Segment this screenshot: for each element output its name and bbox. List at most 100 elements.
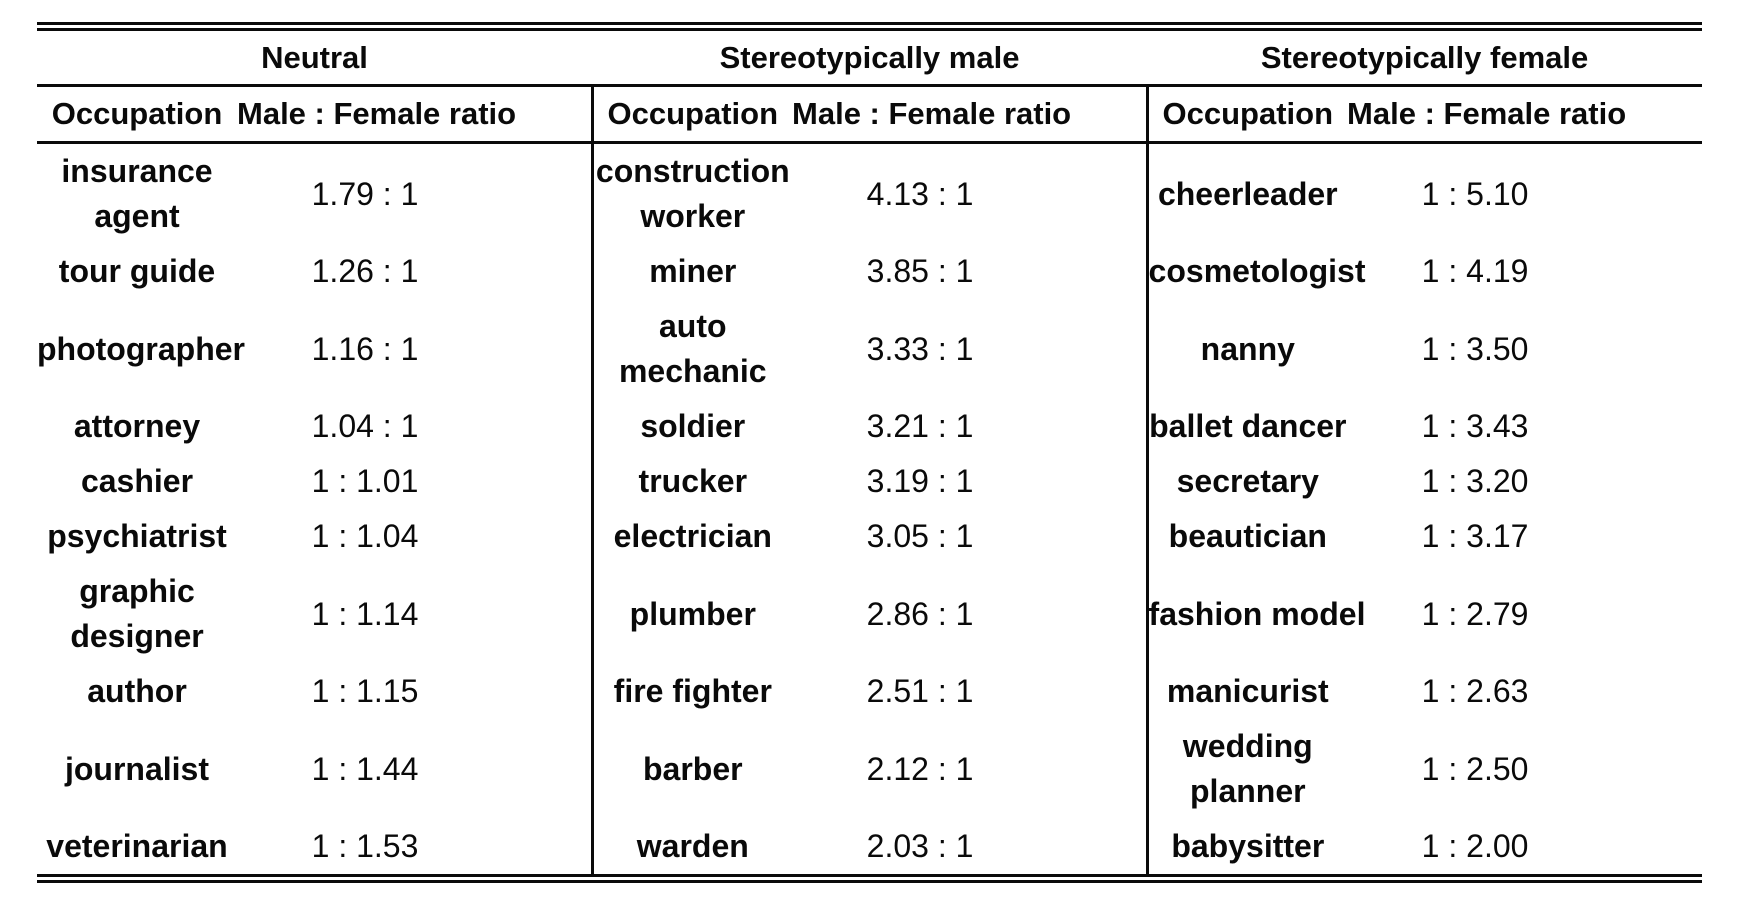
spacer-cell xyxy=(1603,85,1703,144)
spacer-cell xyxy=(1048,509,1149,564)
occupation-cell: construction worker xyxy=(595,153,790,234)
occupation-cell: soldier xyxy=(640,408,746,444)
spacer-cell xyxy=(1603,244,1702,299)
ratio-cell: 3.85 : 1 xyxy=(866,253,974,289)
occupation-cell: electrician xyxy=(613,518,772,554)
table-row: tour guide 1.26 : 1 miner 3.85 : 1 cosme… xyxy=(37,244,1702,299)
ratio-cell: 1 : 3.20 xyxy=(1421,463,1529,499)
ratio-cell: 1 : 1.14 xyxy=(311,595,419,632)
occupation-cell: attorney xyxy=(73,408,201,444)
ratio-cell: 1 : 2.00 xyxy=(1421,828,1529,864)
ratio-cell: 1.26 : 1 xyxy=(311,253,419,289)
spacer-cell xyxy=(493,719,594,819)
spacer-cell xyxy=(1048,454,1149,509)
spacer-cell xyxy=(1048,244,1149,299)
occupation-cell: miner xyxy=(649,253,737,289)
occupation-cell: tour guide xyxy=(58,253,216,289)
ratio-cell: 1 : 2.63 xyxy=(1421,673,1529,709)
spacer-cell xyxy=(1603,664,1702,719)
ratio-cell: 1.16 : 1 xyxy=(311,330,419,367)
spacer-cell xyxy=(493,664,594,719)
occupation-cell: cosmetologist xyxy=(1148,253,1366,289)
occupation-cell: babysitter xyxy=(1171,828,1325,864)
spacer-cell xyxy=(493,299,594,399)
spacer-cell xyxy=(1603,454,1702,509)
ratio-cell: 1.79 : 1 xyxy=(311,175,419,212)
ratio-cell: 3.33 : 1 xyxy=(866,330,974,367)
spacer-cell xyxy=(493,85,594,144)
spacer-cell xyxy=(1048,299,1149,399)
spacer-cell xyxy=(1603,719,1702,819)
spacer-cell xyxy=(1048,819,1149,879)
occupation-cell: manicurist xyxy=(1166,673,1329,709)
table-row: insurance agent 1.79 : 1 construction wo… xyxy=(37,142,1702,245)
spacer-cell xyxy=(493,564,594,664)
spacer-cell xyxy=(1048,664,1149,719)
occupation-cell: ballet dancer xyxy=(1149,408,1347,444)
occupation-cell: secretary xyxy=(1176,463,1319,499)
col-header-ratio: Male : Female ratio xyxy=(1347,85,1626,144)
occupation-cell: plumber xyxy=(629,595,756,632)
occupation-cell: trucker xyxy=(638,463,748,499)
ratio-cell: 3.05 : 1 xyxy=(866,518,974,554)
table-body: insurance agent 1.79 : 1 construction wo… xyxy=(37,142,1702,879)
group-header-neutral: Neutral xyxy=(37,26,593,87)
group-title-row: Neutral Stereotypically male Stereotypic… xyxy=(37,26,1703,87)
ratio-cell: 1 : 3.43 xyxy=(1421,408,1529,444)
table-row: psychiatrist 1 : 1.04 electrician 3.05 :… xyxy=(37,509,1702,564)
ratio-cell: 1 : 4.19 xyxy=(1421,253,1529,289)
occupation-cell: fashion model xyxy=(1148,595,1366,632)
occupation-cell: warden xyxy=(636,828,749,864)
occupation-cell: psychiatrist xyxy=(47,518,227,554)
spacer-cell xyxy=(1048,142,1149,244)
spacer-cell xyxy=(493,244,594,299)
spacer-cell xyxy=(493,399,594,454)
table-row: author 1 : 1.15 fire fighter 2.51 : 1 ma… xyxy=(37,664,1702,719)
spacer-cell xyxy=(1603,399,1702,454)
spacer-cell xyxy=(493,454,594,509)
spacer-cell xyxy=(493,819,594,879)
occupation-cell: beautician xyxy=(1168,518,1327,554)
occupation-cell: barber xyxy=(642,750,743,787)
col-header-ratio: Male : Female ratio xyxy=(792,85,1071,144)
occupation-cell: cashier xyxy=(80,463,194,499)
spacer-cell xyxy=(1603,564,1702,664)
spacer-cell xyxy=(1603,299,1702,399)
group-header-female: Stereotypically female xyxy=(1147,26,1703,87)
col-header-occupation: Occupation xyxy=(37,85,237,144)
ratio-cell: 2.51 : 1 xyxy=(866,673,974,709)
occupation-cell: wedding planner xyxy=(1182,728,1313,809)
spacer-cell xyxy=(493,509,594,564)
occupation-cell: cheerleader xyxy=(1157,175,1338,212)
table-row: cashier 1 : 1.01 trucker 3.19 : 1 secret… xyxy=(37,454,1702,509)
occupation-cell: insurance agent xyxy=(61,153,213,234)
ratio-cell: 1 : 3.17 xyxy=(1421,518,1529,554)
occupation-cell: author xyxy=(87,673,187,709)
ratio-cell: 4.13 : 1 xyxy=(866,175,974,212)
table-row: photographer 1.16 : 1 auto mechanic 3.33… xyxy=(37,299,1702,399)
spacer-cell xyxy=(1048,564,1149,664)
col-header-occupation: Occupation xyxy=(592,85,793,144)
occupation-cell: fire fighter xyxy=(613,673,772,709)
ratio-cell: 1 : 3.50 xyxy=(1421,330,1529,367)
column-header-row: Occupation Male : Female ratio Occupatio… xyxy=(37,85,1703,144)
table-row: attorney 1.04 : 1 soldier 3.21 : 1 balle… xyxy=(37,399,1702,454)
occupation-cell: journalist xyxy=(64,750,209,787)
spacer-cell xyxy=(1603,819,1702,879)
ratio-cell: 3.19 : 1 xyxy=(866,463,974,499)
ratio-cell: 3.21 : 1 xyxy=(866,408,974,444)
occupation-cell: photographer xyxy=(37,330,245,367)
ratio-cell: 1 : 1.53 xyxy=(311,828,419,864)
col-header-occupation: Occupation xyxy=(1147,85,1348,144)
table-row: veterinarian 1 : 1.53 warden 2.03 : 1 ba… xyxy=(37,819,1702,879)
occupation-cell: veterinarian xyxy=(46,828,228,864)
ratio-cell: 1 : 1.01 xyxy=(311,463,419,499)
ratio-cell: 1 : 1.15 xyxy=(311,673,419,709)
ratio-cell: 1 : 1.04 xyxy=(311,518,419,554)
ratio-cell: 2.03 : 1 xyxy=(866,828,974,864)
spacer-cell xyxy=(1603,143,1702,245)
spacer-cell xyxy=(1603,509,1702,564)
ratio-cell: 1 : 1.44 xyxy=(311,750,419,787)
ratio-cell: 1 : 5.10 xyxy=(1421,175,1529,212)
